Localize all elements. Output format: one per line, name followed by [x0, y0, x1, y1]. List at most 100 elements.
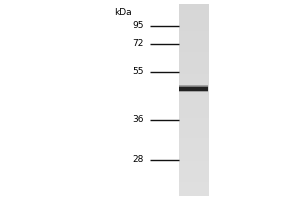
Bar: [179, 86, 208, 92]
Bar: [178, 165, 208, 167]
Bar: [178, 34, 208, 36]
Bar: [178, 193, 208, 194]
Bar: [178, 132, 208, 134]
Bar: [178, 15, 208, 17]
Bar: [178, 26, 208, 28]
Bar: [178, 127, 208, 129]
Bar: [178, 81, 208, 82]
Bar: [178, 98, 208, 100]
Text: kDa: kDa: [114, 8, 132, 17]
Bar: [178, 117, 208, 119]
Bar: [178, 63, 208, 65]
Bar: [178, 52, 208, 54]
Bar: [178, 7, 208, 9]
Bar: [178, 55, 208, 57]
Bar: [178, 122, 208, 124]
Bar: [179, 87, 208, 91]
Bar: [179, 85, 208, 91]
Bar: [178, 185, 208, 186]
Text: 28: 28: [133, 156, 144, 164]
Bar: [178, 57, 208, 58]
Bar: [178, 42, 208, 44]
Bar: [178, 100, 208, 102]
Bar: [178, 161, 208, 162]
Bar: [178, 154, 208, 156]
Bar: [178, 159, 208, 161]
Bar: [178, 29, 208, 31]
Bar: [178, 10, 208, 12]
Bar: [178, 58, 208, 60]
Bar: [178, 17, 208, 18]
Bar: [178, 53, 208, 55]
Bar: [178, 138, 208, 140]
Text: 95: 95: [133, 21, 144, 30]
Bar: [178, 109, 208, 111]
Bar: [178, 74, 208, 76]
Text: 36: 36: [133, 116, 144, 124]
Bar: [178, 25, 208, 26]
Bar: [178, 33, 208, 34]
Bar: [178, 116, 208, 118]
Bar: [178, 146, 208, 148]
Bar: [178, 113, 208, 114]
Bar: [178, 12, 208, 14]
Bar: [178, 167, 208, 169]
Bar: [178, 133, 208, 135]
Bar: [178, 105, 208, 106]
Bar: [178, 164, 208, 166]
Bar: [178, 173, 208, 175]
Bar: [178, 149, 208, 151]
Bar: [178, 47, 208, 49]
Bar: [178, 194, 208, 196]
Bar: [178, 84, 208, 86]
Bar: [178, 162, 208, 164]
Bar: [178, 157, 208, 159]
Bar: [178, 28, 208, 30]
Bar: [178, 140, 208, 142]
Bar: [178, 89, 208, 90]
Bar: [178, 39, 208, 41]
Bar: [178, 178, 208, 180]
Bar: [178, 93, 208, 95]
Bar: [178, 41, 208, 42]
Bar: [178, 189, 208, 191]
Bar: [178, 66, 208, 68]
Bar: [178, 4, 208, 6]
Bar: [178, 170, 208, 172]
Bar: [178, 50, 208, 52]
Bar: [178, 106, 208, 108]
Bar: [178, 36, 208, 38]
Bar: [178, 148, 208, 150]
Bar: [178, 97, 208, 98]
Bar: [178, 68, 208, 70]
Bar: [178, 188, 208, 190]
Bar: [178, 87, 208, 89]
Bar: [178, 172, 208, 174]
Bar: [178, 20, 208, 22]
Bar: [178, 114, 208, 116]
Bar: [178, 92, 208, 94]
Bar: [178, 101, 208, 103]
Bar: [178, 156, 208, 158]
Bar: [178, 79, 208, 81]
Bar: [178, 177, 208, 178]
Bar: [178, 13, 208, 15]
Bar: [178, 169, 208, 170]
Bar: [178, 31, 208, 33]
Bar: [178, 65, 208, 66]
Bar: [178, 183, 208, 185]
Bar: [178, 119, 208, 121]
Bar: [178, 90, 208, 92]
Bar: [178, 23, 208, 25]
Bar: [178, 135, 208, 137]
Bar: [178, 175, 208, 177]
Bar: [178, 153, 208, 154]
Bar: [178, 108, 208, 110]
Bar: [178, 103, 208, 105]
Bar: [178, 129, 208, 130]
Bar: [178, 137, 208, 138]
Bar: [178, 180, 208, 182]
Bar: [178, 85, 208, 87]
Bar: [178, 71, 208, 73]
Bar: [178, 151, 208, 153]
